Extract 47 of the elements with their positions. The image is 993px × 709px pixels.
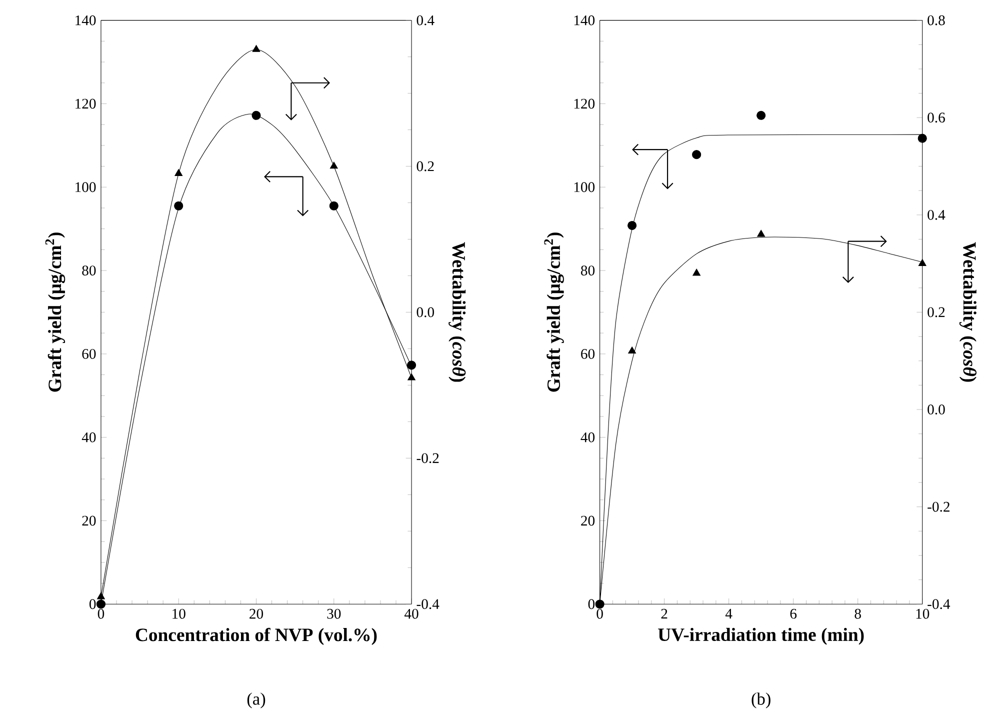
x-axis-title: UV-irradiation time (min): [658, 628, 864, 645]
y-tick-label: 0: [90, 599, 96, 610]
y-axis-title: Graft yield (μg/cm$^{2}$): [45, 232, 66, 392]
y-tick-label: 140: [574, 15, 595, 26]
x-tick-label: 2: [661, 608, 668, 618]
x-tick-label: 40: [404, 608, 418, 619]
y-tick-label: 80: [580, 266, 595, 276]
y2-tick-label: -0.4: [416, 599, 440, 610]
y2-tick-label: -0.2: [928, 502, 950, 512]
y-tick-label: 60: [82, 348, 96, 359]
x-tick-label: 10: [916, 608, 930, 619]
y-axis-title: Graft yield (μg/cm$^{2}$): [544, 232, 564, 392]
y2-tick-label: 0.2: [416, 161, 434, 172]
x-tick-label: 0: [596, 608, 603, 619]
y-tick-label: 20: [82, 516, 96, 526]
text: (b): [752, 692, 770, 708]
y-tick-label: 100: [574, 182, 595, 192]
text: (a): [247, 692, 266, 708]
x-tick-label: 30: [327, 608, 341, 619]
y2-tick-label: 0.0: [416, 307, 434, 318]
y-tick-label: 0: [588, 599, 595, 610]
y-tick-label: 60: [581, 348, 595, 359]
x-tick-label: 4: [725, 608, 732, 618]
y2-tick-label: 0.6: [928, 112, 945, 123]
y-tick-label: 140: [76, 15, 96, 26]
x-tick-label: 0: [98, 608, 104, 619]
y2-axis-title: Wettability (cosθ): [959, 242, 976, 382]
y2-tick-label: 0.8: [928, 15, 945, 26]
x-tick-label: 6: [790, 608, 797, 619]
y-tick-label: 40: [82, 432, 96, 442]
y2-tick-label: 0.0: [928, 404, 945, 414]
y2-tick-label: 0.4: [928, 210, 946, 220]
x-tick-label: 20: [250, 608, 264, 619]
y-tick-label: 20: [581, 516, 595, 526]
y2-axis-title: Wettability (cosθ): [448, 242, 466, 382]
y-tick-label: 120: [574, 98, 595, 109]
x-axis-title: Concentration of NVP (vol.%): [136, 628, 377, 645]
y2-tick-label: 0.2: [928, 307, 945, 318]
y2-tick-label: 0.4: [416, 15, 434, 26]
y2-tick-label: -0.2: [416, 453, 439, 464]
y-tick-label: 40: [580, 432, 595, 442]
y-tick-label: 80: [82, 266, 96, 276]
x-tick-label: 10: [172, 608, 186, 619]
y2-tick-label: -0.4: [928, 599, 950, 610]
x-tick-label: 8: [854, 608, 861, 619]
y-tick-label: 120: [76, 98, 96, 109]
y-tick-label: 100: [76, 182, 96, 192]
